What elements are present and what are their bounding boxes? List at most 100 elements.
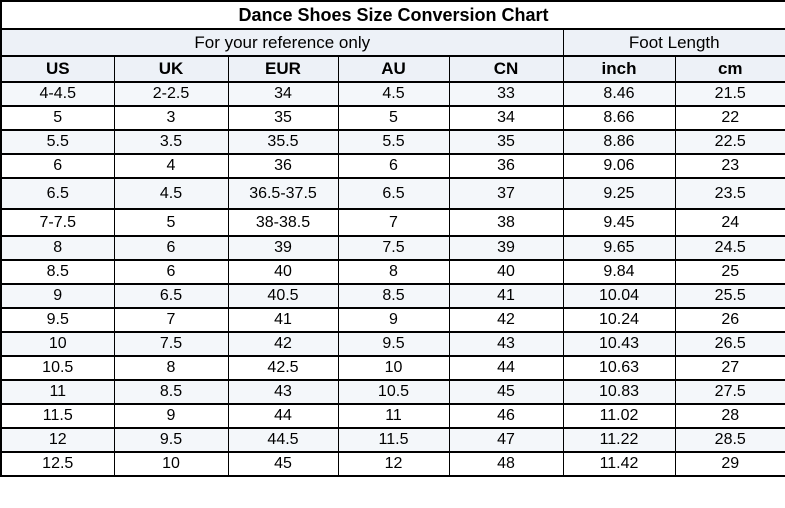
cell-inch: 8.86 [562,129,676,155]
cell-eur: 36.5-37.5 [227,177,339,210]
foot-length-group-header: Foot Length [562,28,785,57]
cell-uk: 6 [113,259,229,285]
column-header-uk: UK [113,55,229,83]
table-row: 9.5 7 41 9 42 10.24 26 [0,307,785,333]
page-title: Dance Shoes Size Conversion Chart [0,0,785,30]
cell-au: 8 [337,259,450,285]
cell-eur: 40.5 [227,283,339,309]
cell-au: 9.5 [337,331,450,357]
cell-uk: 5 [113,208,229,237]
cell-inch: 8.66 [562,105,676,131]
cell-us: 5 [0,105,115,131]
reference-group-header: For your reference only [0,28,564,57]
cell-inch: 9.84 [562,259,676,285]
cell-cm: 28.5 [674,427,785,453]
cell-au: 4.5 [337,81,450,107]
cell-cm: 22 [674,105,785,131]
cell-cn: 48 [448,451,564,477]
cell-au: 6 [337,153,450,179]
cell-inch: 9.25 [562,177,676,210]
cell-cm: 24 [674,208,785,237]
table-row: 8.5 6 40 8 40 9.84 25 [0,259,785,285]
cell-au: 7 [337,208,450,237]
table-title-row: Dance Shoes Size Conversion Chart [0,0,785,30]
cell-us: 8.5 [0,259,115,285]
cell-cn: 37 [448,177,564,210]
column-header-inch: inch [562,55,676,83]
table-row: 10.5 8 42.5 10 44 10.63 27 [0,355,785,381]
cell-inch: 9.06 [562,153,676,179]
cell-au: 9 [337,307,450,333]
cell-au: 7.5 [337,235,450,261]
cell-cm: 23 [674,153,785,179]
table-row: 12 9.5 44.5 11.5 47 11.22 28.5 [0,427,785,453]
cell-us: 12.5 [0,451,115,477]
cell-inch: 11.02 [562,403,676,429]
cell-us: 4-4.5 [0,81,115,107]
cell-eur: 43 [227,379,339,405]
cell-eur: 35 [227,105,339,131]
cell-us: 10 [0,331,115,357]
cell-cn: 34 [448,105,564,131]
cell-uk: 3 [113,105,229,131]
cell-us: 5.5 [0,129,115,155]
table-row: 11 8.5 43 10.5 45 10.83 27.5 [0,379,785,405]
cell-us: 8 [0,235,115,261]
cell-uk: 7 [113,307,229,333]
cell-uk: 8.5 [113,379,229,405]
table-row: 6 4 36 6 36 9.06 23 [0,153,785,179]
cell-eur: 44.5 [227,427,339,453]
table-subheader-row: For your reference only Foot Length [0,28,785,57]
cell-cn: 46 [448,403,564,429]
cell-au: 5.5 [337,129,450,155]
cell-inch: 8.46 [562,81,676,107]
cell-cm: 26 [674,307,785,333]
cell-inch: 9.65 [562,235,676,261]
cell-cn: 45 [448,379,564,405]
cell-eur: 42 [227,331,339,357]
cell-uk: 7.5 [113,331,229,357]
cell-cm: 27 [674,355,785,381]
cell-inch: 10.24 [562,307,676,333]
cell-cn: 38 [448,208,564,237]
cell-uk: 3.5 [113,129,229,155]
cell-uk: 6 [113,235,229,261]
cell-eur: 44 [227,403,339,429]
cell-us: 6 [0,153,115,179]
cell-au: 12 [337,451,450,477]
cell-eur: 34 [227,81,339,107]
cell-eur: 36 [227,153,339,179]
cell-uk: 10 [113,451,229,477]
column-header-cn: CN [448,55,564,83]
cell-au: 6.5 [337,177,450,210]
cell-uk: 6.5 [113,283,229,309]
cell-inch: 11.22 [562,427,676,453]
cell-eur: 42.5 [227,355,339,381]
cell-cm: 23.5 [674,177,785,210]
cell-cm: 21.5 [674,81,785,107]
cell-us: 11.5 [0,403,115,429]
column-header-row: US UK EUR AU CN inch cm [0,55,785,83]
cell-cn: 47 [448,427,564,453]
cell-inch: 10.04 [562,283,676,309]
cell-uk: 4 [113,153,229,179]
cell-inch: 9.45 [562,208,676,237]
cell-us: 9 [0,283,115,309]
cell-uk: 2-2.5 [113,81,229,107]
cell-au: 10 [337,355,450,381]
cell-eur: 41 [227,307,339,333]
cell-us: 10.5 [0,355,115,381]
column-header-eur: EUR [227,55,339,83]
column-header-cm: cm [674,55,785,83]
cell-uk: 4.5 [113,177,229,210]
table-row: 5 3 35 5 34 8.66 22 [0,105,785,131]
column-header-us: US [0,55,115,83]
cell-uk: 9 [113,403,229,429]
cell-eur: 40 [227,259,339,285]
cell-cm: 22.5 [674,129,785,155]
cell-cn: 43 [448,331,564,357]
table-row: 12.5 10 45 12 48 11.42 29 [0,451,785,477]
cell-cm: 27.5 [674,379,785,405]
cell-cm: 24.5 [674,235,785,261]
cell-cn: 42 [448,307,564,333]
